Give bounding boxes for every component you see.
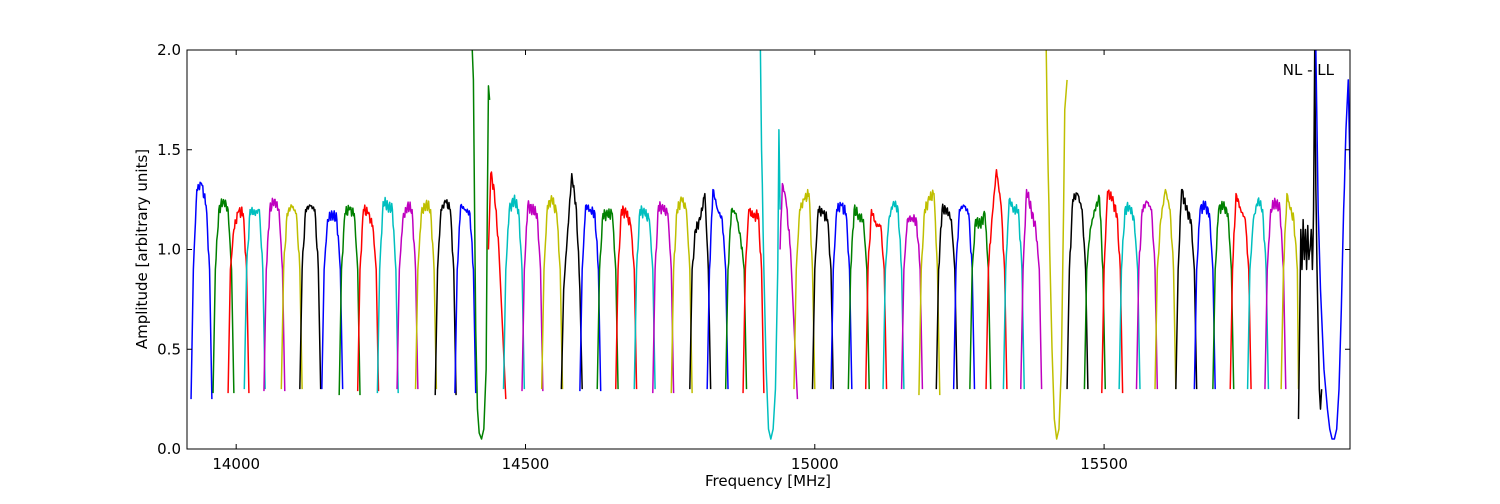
- series-line: [935, 203, 958, 390]
- series-line: [1002, 197, 1025, 390]
- series-line: [502, 194, 526, 390]
- series-line: [847, 204, 870, 390]
- series-line: [1135, 200, 1159, 390]
- series-line: [280, 204, 303, 390]
- x-axis-ticks: 14000 14500 15000 15500: [212, 50, 1128, 473]
- series-line: [356, 204, 380, 392]
- series-line: [1264, 197, 1287, 390]
- series-line: [793, 188, 816, 390]
- series-line: [1175, 188, 1198, 390]
- chart-annotation: NL - LL: [1283, 61, 1335, 79]
- series-line: [471, 50, 491, 440]
- series-line: [969, 210, 992, 390]
- series-line: [864, 208, 888, 390]
- x-axis-label: Frequency [MHz]: [705, 472, 831, 490]
- series-line: [1020, 188, 1043, 390]
- y-axis-ticks: 0.0 0.5 1.0 1.5 2.0: [157, 41, 1350, 458]
- series-line: [918, 189, 941, 396]
- series-line: [263, 197, 286, 392]
- x-tick-label: 14500: [502, 455, 550, 473]
- series-line: [900, 214, 924, 390]
- x-tick-label: 14000: [212, 455, 260, 473]
- y-tick-label: 0.5: [157, 340, 181, 358]
- series-line: [633, 205, 656, 390]
- series-line: [1229, 192, 1252, 390]
- y-tick-label: 2.0: [157, 41, 181, 59]
- y-tick-label: 1.0: [157, 241, 181, 259]
- series-layer: [190, 50, 1350, 440]
- x-tick-label: 15500: [1080, 455, 1128, 473]
- series-line: [670, 196, 693, 394]
- series-line: [338, 204, 361, 396]
- series-line: [652, 201, 675, 394]
- series-line: [299, 204, 322, 390]
- series-line: [1193, 200, 1216, 390]
- series-line: [1118, 201, 1141, 390]
- series-line: [952, 204, 976, 390]
- series-line: [579, 204, 602, 392]
- series-line: [1315, 50, 1350, 440]
- series-line: [190, 181, 213, 400]
- series-line: [596, 208, 619, 390]
- series-line: [540, 195, 564, 390]
- x-tick-label: 15000: [791, 455, 839, 473]
- series-line: [521, 200, 544, 392]
- plot-frame: [186, 49, 1351, 450]
- series-line: [1212, 200, 1235, 390]
- series-line: [1083, 194, 1106, 390]
- series-line: [487, 171, 507, 400]
- series-line: [615, 205, 638, 390]
- series-line: [454, 203, 477, 394]
- series-line: [1066, 192, 1089, 390]
- series-line: [759, 50, 781, 440]
- series-line: [560, 172, 583, 390]
- y-tick-label: 0.0: [157, 440, 181, 458]
- y-axis-label: Amplitude [arbitrary units]: [133, 149, 151, 349]
- series-line: [434, 199, 457, 396]
- series-line: [1154, 188, 1177, 390]
- series-line: [1045, 50, 1068, 440]
- series-line: [882, 200, 905, 390]
- series-line: [243, 206, 266, 390]
- series-line: [414, 199, 438, 390]
- series-line: [742, 207, 765, 394]
- series-line: [1246, 197, 1270, 390]
- y-tick-label: 1.5: [157, 141, 181, 159]
- series-line: [396, 201, 419, 390]
- series-line: [706, 188, 729, 390]
- series-line: [1297, 50, 1323, 420]
- series-line: [376, 196, 399, 394]
- series-line: [689, 192, 712, 390]
- series-line: [811, 205, 835, 390]
- series-line: [830, 201, 853, 390]
- series-line: [724, 207, 748, 390]
- series-line: [227, 206, 250, 394]
- series-line: [985, 168, 1008, 390]
- series-line: [212, 198, 235, 394]
- series-line: [1280, 192, 1300, 390]
- series-line: [1101, 189, 1124, 394]
- series-line: [321, 210, 344, 390]
